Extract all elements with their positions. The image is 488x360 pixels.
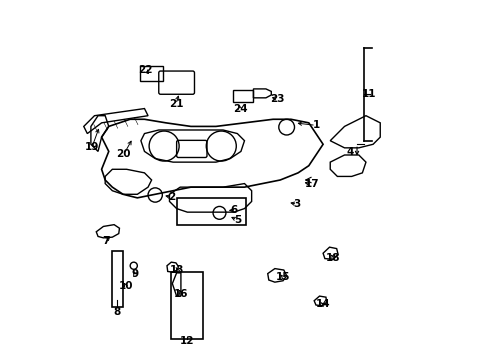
Text: 5: 5	[233, 215, 241, 225]
Text: 16: 16	[173, 289, 188, 298]
Text: 22: 22	[138, 65, 152, 75]
Text: 17: 17	[304, 179, 318, 189]
Text: 9: 9	[131, 269, 138, 279]
Text: 12: 12	[180, 337, 194, 346]
Text: 7: 7	[102, 236, 109, 246]
Text: 20: 20	[116, 149, 131, 159]
Text: 19: 19	[84, 142, 99, 152]
Text: 3: 3	[293, 199, 301, 209]
Text: 18: 18	[325, 253, 340, 263]
Text: 8: 8	[114, 307, 121, 317]
Text: 24: 24	[232, 104, 247, 114]
Text: 14: 14	[315, 299, 330, 309]
Text: 21: 21	[168, 99, 183, 109]
Text: 4: 4	[346, 148, 353, 157]
Text: 13: 13	[170, 265, 184, 275]
Text: 23: 23	[269, 94, 284, 104]
Text: 2: 2	[167, 192, 175, 202]
Text: 11: 11	[362, 89, 376, 99]
Text: 15: 15	[275, 272, 290, 282]
Text: 10: 10	[119, 282, 133, 292]
Text: 1: 1	[312, 120, 319, 130]
Text: 6: 6	[230, 205, 238, 215]
